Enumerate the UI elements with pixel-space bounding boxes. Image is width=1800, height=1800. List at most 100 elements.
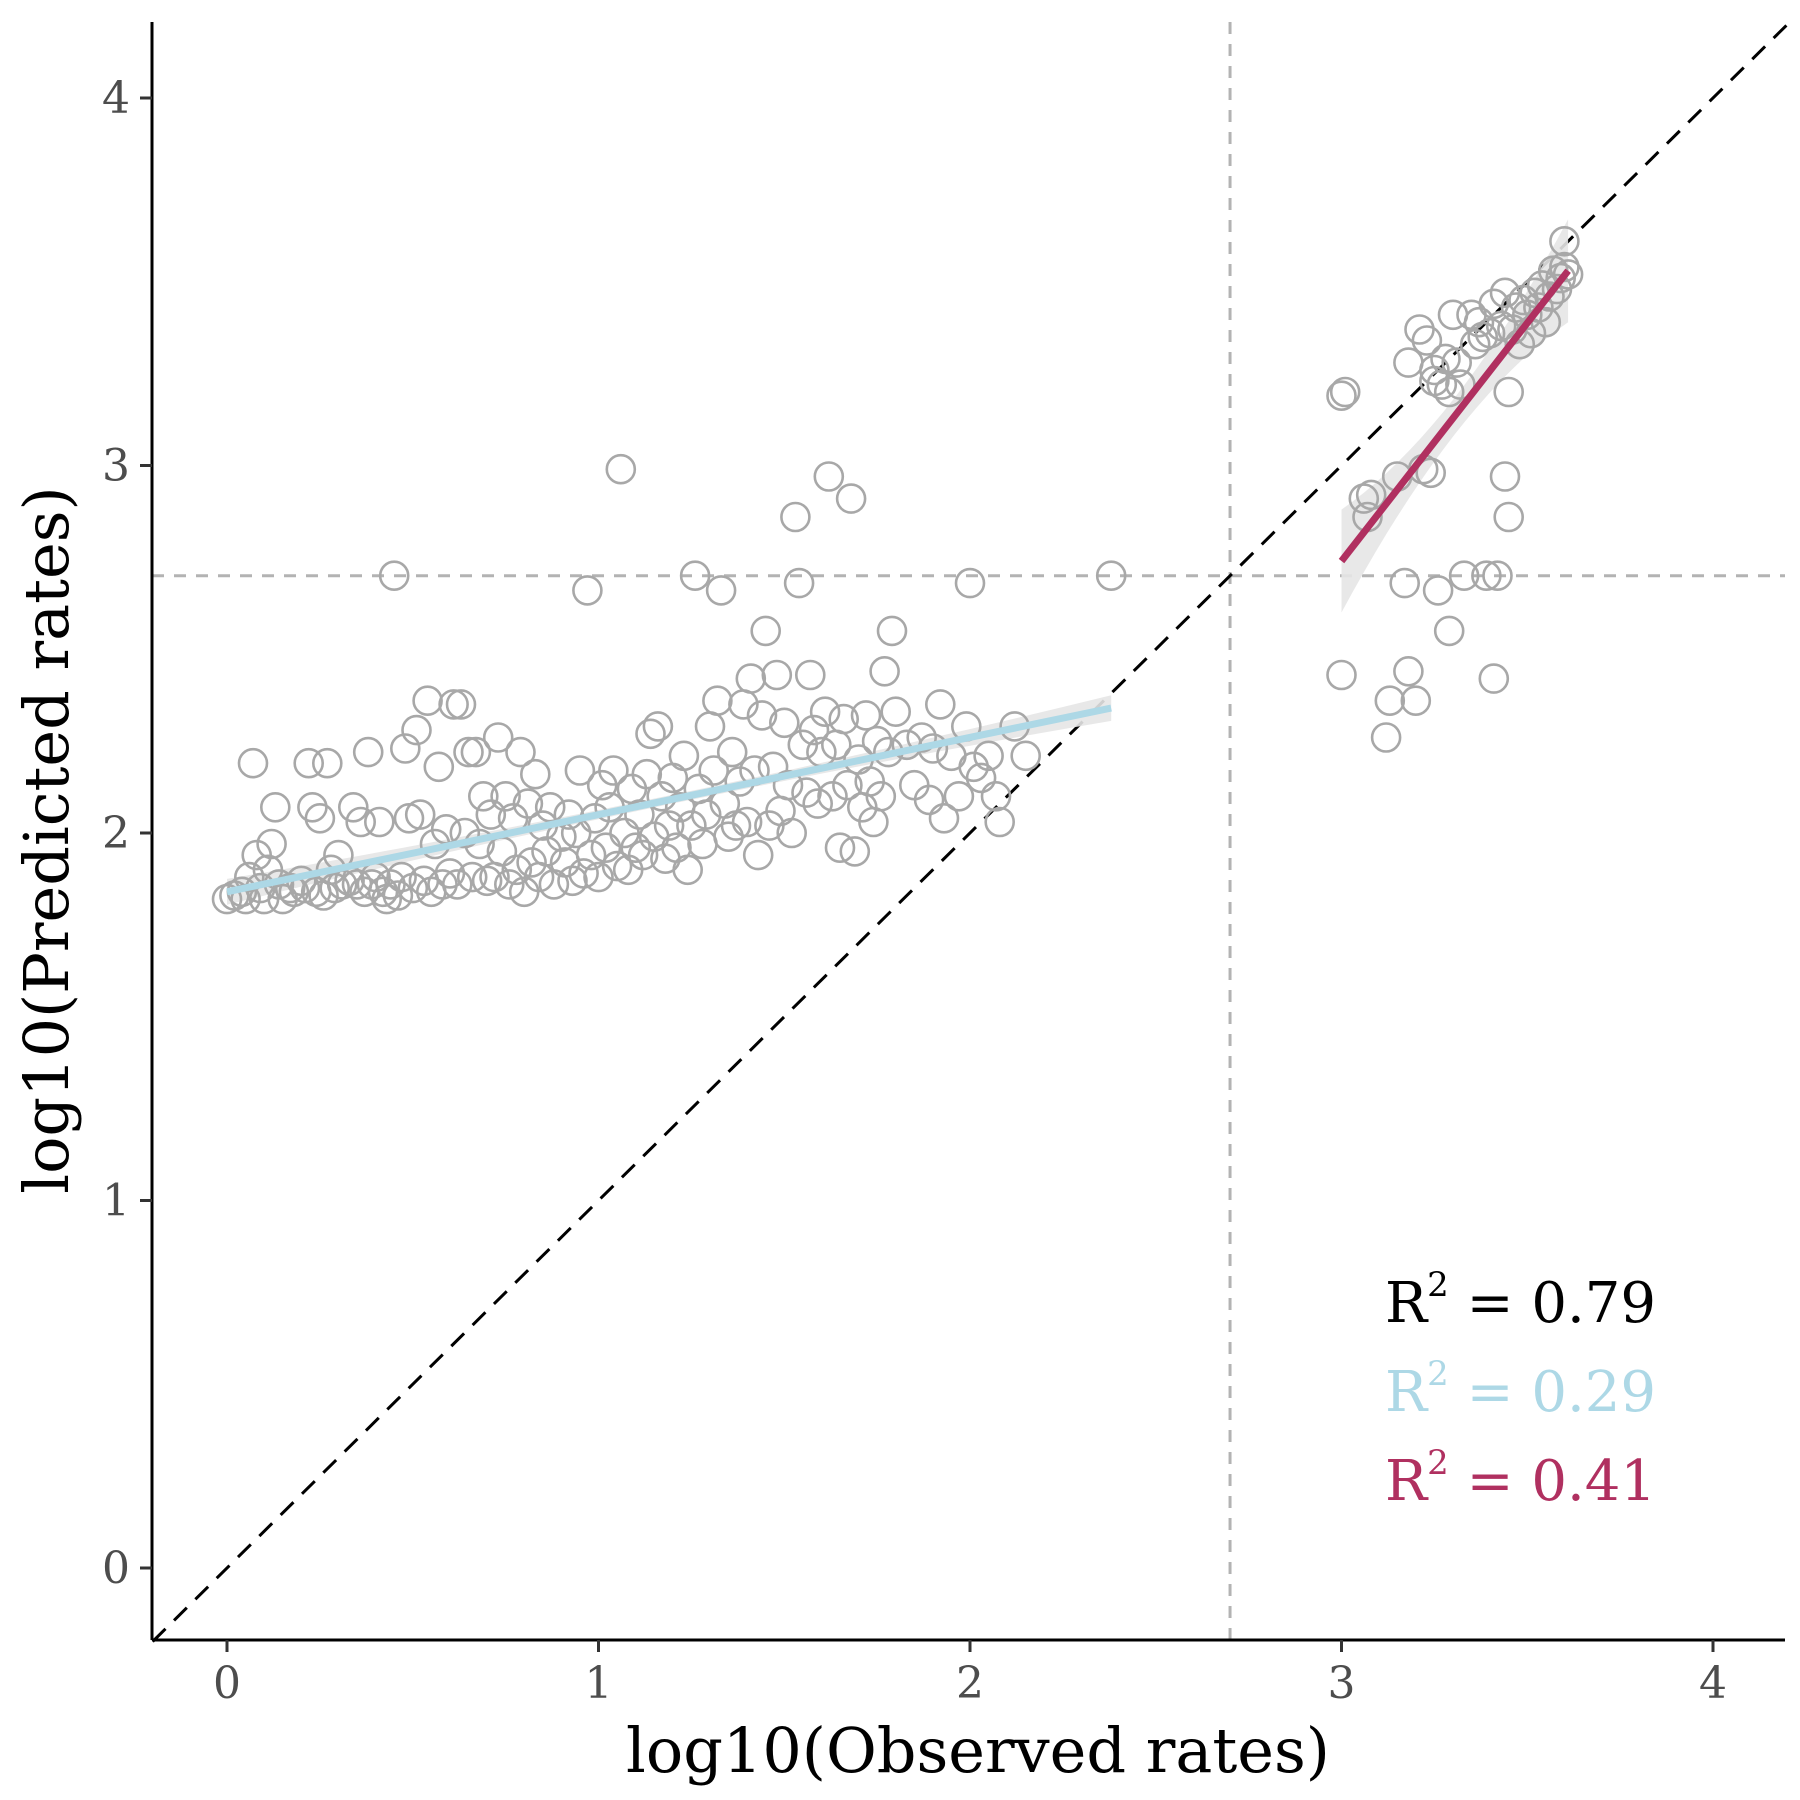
data-point bbox=[583, 861, 614, 893]
data-point bbox=[980, 780, 1012, 812]
data-point bbox=[505, 736, 536, 768]
y-axis-title: log10(Predicted rates) bbox=[10, 486, 83, 1193]
data-point bbox=[954, 567, 986, 599]
data-point bbox=[943, 780, 975, 812]
data-point bbox=[345, 806, 377, 838]
data-point bbox=[1326, 659, 1357, 691]
data-point bbox=[256, 828, 287, 860]
data-point bbox=[1411, 325, 1443, 356]
data-point bbox=[698, 755, 730, 786]
low-group-fit-line bbox=[226, 704, 1112, 896]
data-point bbox=[1355, 479, 1387, 511]
data-point bbox=[1095, 560, 1127, 592]
data-point bbox=[705, 575, 737, 606]
data-point bbox=[568, 858, 599, 889]
data-point bbox=[1493, 501, 1524, 533]
data-point bbox=[1393, 655, 1424, 687]
data-point bbox=[423, 751, 455, 783]
data-point bbox=[501, 854, 533, 886]
data-point bbox=[832, 769, 863, 801]
data-point bbox=[598, 755, 629, 786]
y-tick-label: 2 bbox=[102, 808, 130, 859]
data-point bbox=[672, 854, 704, 886]
data-point bbox=[1467, 321, 1498, 353]
data-point bbox=[1422, 575, 1454, 606]
data-point bbox=[679, 560, 711, 592]
data-point bbox=[772, 769, 804, 801]
data-point bbox=[386, 861, 417, 893]
data-point bbox=[913, 784, 945, 816]
data-point bbox=[382, 880, 414, 911]
data-point bbox=[642, 711, 674, 742]
data-point bbox=[1415, 457, 1446, 489]
x-axis-title: log10(Observed rates) bbox=[626, 1714, 1330, 1787]
data-point bbox=[783, 567, 815, 599]
data-point bbox=[813, 461, 845, 492]
data-point bbox=[1471, 560, 1502, 592]
data-point bbox=[794, 659, 826, 691]
y-tick-label: 3 bbox=[102, 441, 130, 492]
data-point bbox=[906, 722, 938, 753]
data-point bbox=[404, 799, 436, 830]
y-tick-label: 1 bbox=[102, 1176, 130, 1227]
data-point bbox=[627, 839, 659, 871]
data-point bbox=[572, 575, 603, 606]
data-point bbox=[467, 780, 499, 812]
data-point bbox=[352, 736, 384, 768]
data-point bbox=[460, 736, 492, 768]
data-point bbox=[716, 736, 748, 768]
data-point bbox=[259, 791, 291, 823]
data-point bbox=[928, 802, 960, 834]
data-point bbox=[1448, 560, 1480, 592]
data-point bbox=[973, 740, 1004, 772]
data-point bbox=[835, 483, 867, 514]
data-point bbox=[802, 788, 834, 819]
data-point bbox=[635, 718, 666, 750]
data-point bbox=[824, 832, 856, 864]
data-point bbox=[1010, 740, 1041, 772]
data-point bbox=[965, 762, 997, 794]
r2-annotations: R2 = 0.79 R2 = 0.29 R2 = 0.41 bbox=[1385, 1265, 1656, 1514]
data-point bbox=[668, 740, 700, 772]
data-point bbox=[475, 799, 507, 830]
data-point bbox=[798, 714, 830, 746]
data-point bbox=[575, 839, 607, 871]
x-tick-label: 4 bbox=[1699, 1658, 1727, 1709]
tick-labels: 0 1 2 3 4 0 1 2 3 4 bbox=[102, 73, 1727, 1709]
data-point bbox=[1478, 288, 1510, 320]
data-point bbox=[311, 747, 343, 779]
data-point bbox=[1482, 560, 1513, 592]
data-point bbox=[304, 802, 336, 834]
data-points bbox=[211, 226, 1584, 915]
data-point bbox=[898, 769, 930, 801]
y-tick-label: 0 bbox=[102, 1543, 130, 1594]
data-point bbox=[1426, 369, 1458, 400]
data-point bbox=[631, 758, 663, 790]
data-point bbox=[441, 869, 473, 900]
data-point bbox=[367, 876, 399, 908]
data-point bbox=[1389, 567, 1420, 599]
data-point bbox=[735, 663, 767, 694]
data-point bbox=[839, 836, 871, 867]
data-point bbox=[456, 861, 488, 893]
data-point bbox=[1456, 299, 1487, 331]
data-point bbox=[453, 736, 484, 768]
data-point bbox=[616, 773, 648, 805]
data-point bbox=[482, 722, 514, 753]
data-point bbox=[1463, 306, 1495, 338]
data-point bbox=[234, 861, 265, 893]
data-point bbox=[850, 700, 882, 731]
data-point bbox=[605, 453, 637, 485]
data-point bbox=[1549, 226, 1580, 257]
data-point bbox=[865, 780, 897, 812]
data-point bbox=[412, 685, 443, 717]
r2-overall: R2 = 0.79 bbox=[1385, 1265, 1656, 1336]
data-point bbox=[1329, 376, 1361, 408]
data-point bbox=[702, 685, 733, 717]
data-point bbox=[1489, 461, 1521, 492]
data-point bbox=[1348, 483, 1380, 514]
data-point bbox=[653, 810, 685, 841]
data-point bbox=[984, 806, 1016, 838]
data-point bbox=[1441, 347, 1472, 378]
